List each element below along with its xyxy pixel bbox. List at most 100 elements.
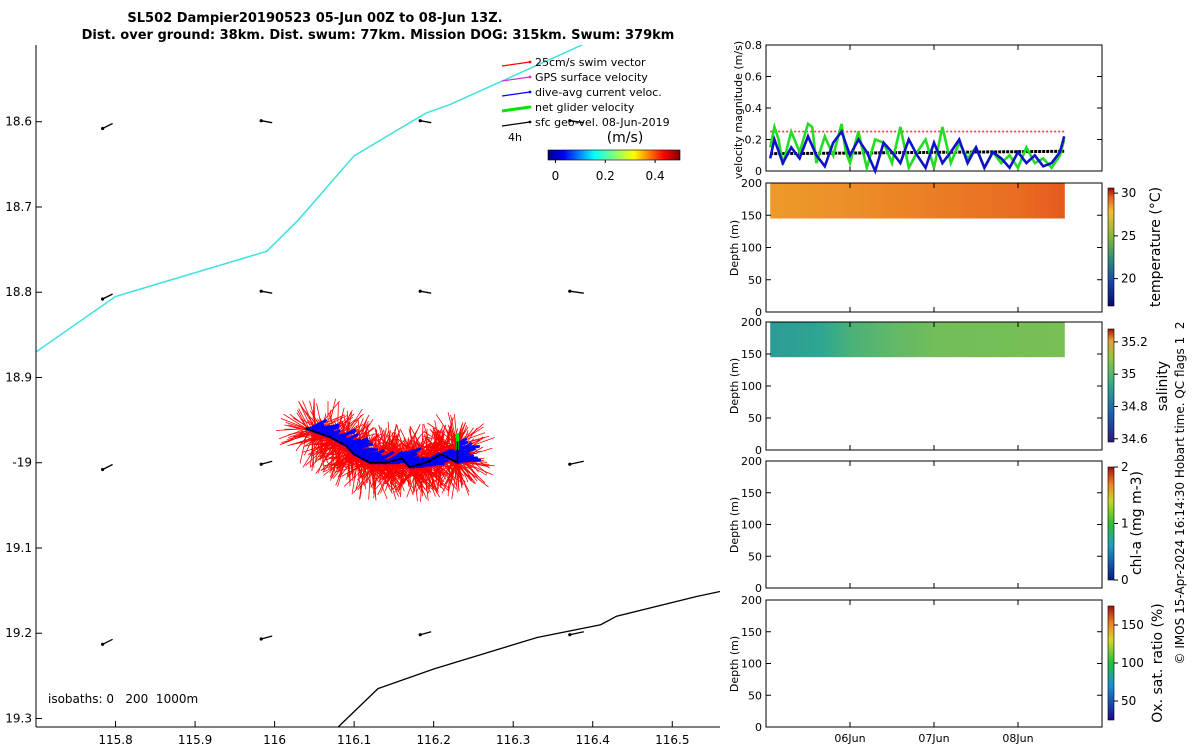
swim-vector	[308, 437, 332, 441]
y-tick-label: 50	[748, 412, 762, 425]
profile-cell	[789, 322, 796, 358]
dive-avg-current-vector	[456, 447, 476, 456]
profile-cell	[1010, 322, 1016, 358]
profile-cell	[1015, 183, 1021, 219]
colorbar-tick-label: 1	[1121, 517, 1129, 531]
profile-cell	[858, 183, 864, 219]
map-x-tick-label: 116	[263, 733, 286, 747]
profile-cell	[912, 183, 918, 219]
map-y-tick-label: 19.1	[5, 541, 32, 555]
geo-velocity-arrowhead	[259, 119, 263, 123]
swim-vector	[298, 408, 311, 431]
profile-cell	[838, 322, 845, 358]
map-y-tick-label: 19.2	[5, 626, 32, 640]
swim-vector	[353, 462, 376, 494]
dive-avg-current-vector	[456, 441, 469, 448]
time-x-tick-label: 06Jun	[834, 732, 865, 745]
profile-cell	[770, 322, 776, 358]
profile-cell	[1025, 322, 1031, 358]
profile-cell	[780, 183, 786, 219]
profile-cell	[819, 322, 825, 358]
y-tick-label: 100	[741, 519, 762, 532]
time-x-tick-label: 08Jun	[1002, 732, 1033, 745]
profile-cell	[804, 183, 810, 219]
profile-cell	[917, 183, 923, 219]
swim-vector	[391, 463, 422, 490]
profile-cell	[794, 322, 801, 358]
profile-cell	[990, 183, 997, 219]
swim-vector	[330, 453, 358, 457]
profile-cell	[1059, 183, 1065, 219]
legend-swatch	[501, 61, 531, 67]
geo-velocity-arrowhead	[259, 289, 263, 293]
dive-avg-current-vector	[307, 419, 327, 431]
profile-cell	[907, 322, 913, 358]
y-tick-label: 100	[741, 380, 762, 393]
legend-swatch-head	[528, 60, 532, 64]
legend-swatch	[501, 121, 531, 127]
dive-avg-current-vector	[359, 451, 370, 460]
isobaths-text: isobaths: 0 200 1000m	[48, 692, 198, 706]
profile-cell	[863, 183, 869, 219]
y-tick-label: 100	[741, 242, 762, 255]
colorbar-tick-label: 150	[1121, 618, 1144, 632]
profile-cell	[799, 322, 806, 358]
profile-cell	[1049, 183, 1055, 219]
y-tick-label: 0	[755, 306, 762, 319]
profile-cell	[1044, 183, 1051, 219]
profile-cell	[838, 183, 845, 219]
dive-avg-current-vector	[366, 452, 381, 464]
profile-cell	[927, 322, 933, 358]
profile-cell	[946, 322, 953, 358]
geo-velocity-arrowhead	[259, 637, 263, 641]
y-tick-label: 200	[741, 455, 762, 468]
geo-velocity-arrowhead	[568, 289, 572, 293]
profile-cell	[966, 322, 972, 358]
dive-avg-current-vector	[316, 425, 340, 435]
profile-cell	[931, 183, 938, 219]
swim-vector	[427, 443, 458, 450]
geo-velocity-arrow	[261, 120, 273, 124]
y-tick-label: 0.4	[745, 102, 763, 115]
profile-cell	[843, 322, 850, 358]
profile-cell	[956, 183, 962, 219]
oxygen-colorbar-label: Ox. sat. ratio (%)	[1150, 603, 1166, 722]
profile-cell	[868, 183, 874, 219]
chla-colorbar	[1107, 466, 1115, 581]
profile-cell	[1049, 322, 1055, 358]
oxygen-colorbar	[1107, 605, 1115, 721]
y-tick-label: 0	[755, 165, 762, 178]
geo-velocity-arrow	[102, 638, 113, 645]
swim-vector	[283, 413, 307, 429]
geo-velocity-arrowhead	[418, 289, 422, 293]
geo-velocity-arrow	[261, 635, 273, 640]
map-x-tick-label: 115.8	[98, 733, 132, 747]
dive-avg-current-vector	[441, 449, 453, 457]
profile-cell	[917, 322, 923, 358]
swim-vector	[427, 422, 458, 444]
profile-cell	[873, 322, 879, 358]
y-tick-label: 0.2	[745, 134, 763, 147]
profile-cell	[971, 322, 977, 358]
y-tick-label: 150	[741, 209, 762, 222]
glider-track	[306, 427, 459, 468]
profile-cell	[814, 183, 820, 219]
legend-swatch	[501, 105, 531, 113]
profile-cell	[887, 183, 894, 219]
isobath-1000m-line	[337, 590, 720, 727]
legend-units: (m/s)	[607, 130, 644, 146]
profile-cell	[1039, 322, 1046, 358]
profile-cell	[843, 183, 850, 219]
swim-vector	[331, 449, 351, 466]
profile-cell	[1020, 183, 1026, 219]
profile-cell	[956, 322, 962, 358]
profile-cell	[1000, 322, 1006, 358]
dive-avg-current-vector	[363, 449, 385, 462]
geo-velocity-arrow	[569, 460, 584, 465]
profile-cell	[976, 322, 982, 358]
profile-cell	[980, 183, 987, 219]
profile-cell	[770, 183, 776, 219]
profile-cell	[931, 322, 938, 358]
